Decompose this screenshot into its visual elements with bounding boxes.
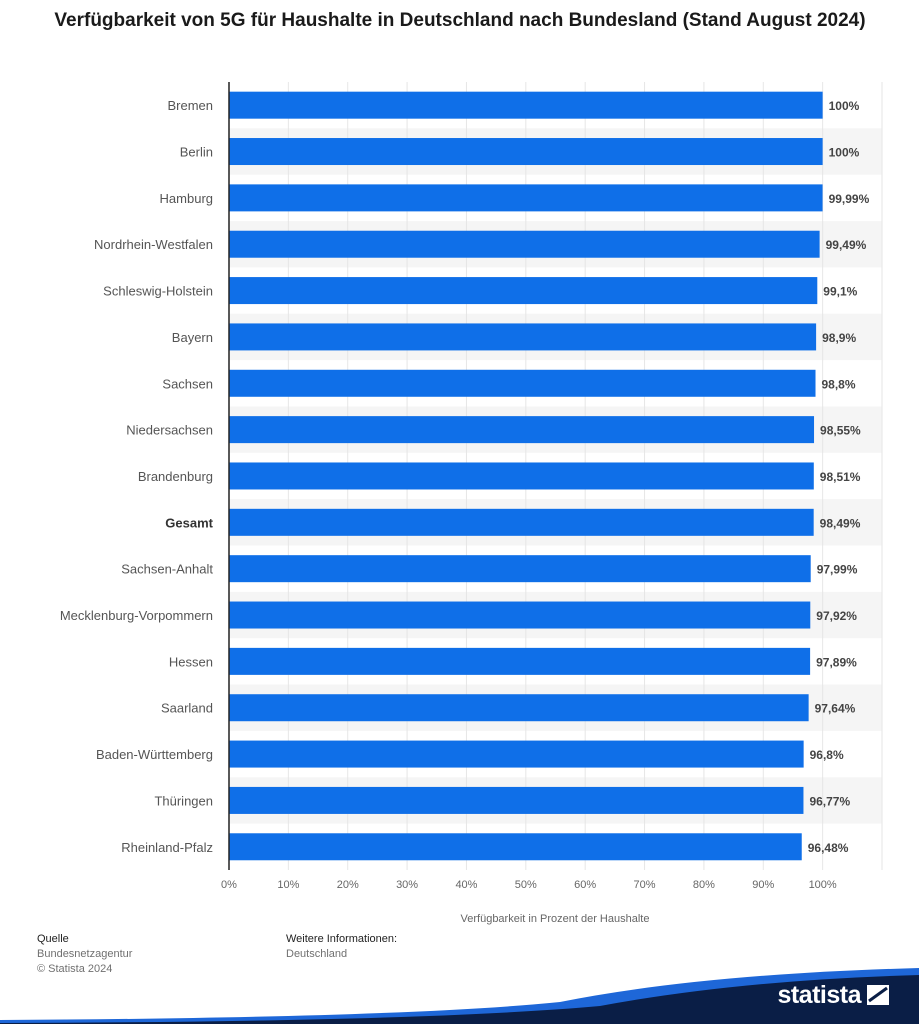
value-label: 98,55% (820, 424, 861, 438)
info-block: Weitere Informationen: Deutschland (286, 932, 397, 962)
copyright-text: © Statista 2024 (37, 963, 113, 975)
chart-title: Verfügbarkeit von 5G für Haushalte in De… (54, 10, 866, 31)
source-heading: Quelle (37, 933, 69, 945)
brand-banner (0, 968, 919, 1024)
bar (229, 555, 811, 583)
statista-logo-icon[interactable] (867, 985, 889, 1005)
bar (229, 369, 816, 397)
source-text: Bundesnetzagentur (37, 948, 133, 960)
value-label: 99,49% (826, 238, 867, 252)
category-label: Nordrhein-Westfalen (94, 237, 213, 252)
x-axis-title: Verfügbarkeit in Prozent der Haushalte (461, 913, 650, 925)
bar (229, 91, 823, 119)
bar (229, 647, 811, 675)
x-tick-label: 60% (574, 879, 596, 891)
category-label: Baden-Württemberg (96, 747, 213, 762)
x-tick-label: 90% (752, 879, 774, 891)
value-label: 96,48% (808, 841, 849, 855)
source-block: Quelle Bundesnetzagentur © Statista 2024 (37, 932, 132, 977)
bar (229, 462, 814, 490)
bar (229, 138, 823, 166)
bar (229, 277, 818, 305)
bar (229, 230, 820, 258)
x-tick-label: 30% (396, 879, 418, 891)
category-label: Bayern (172, 330, 213, 345)
x-tick-label: 80% (693, 879, 715, 891)
bar (229, 416, 815, 444)
value-label: 100% (829, 146, 860, 160)
category-label: Gesamt (165, 515, 213, 530)
value-label: 100% (829, 99, 860, 113)
x-tick-label: 10% (277, 879, 299, 891)
value-label: 97,92% (816, 609, 857, 623)
value-label: 99,99% (829, 192, 870, 206)
x-tick-label: 50% (515, 879, 537, 891)
category-label: Rheinland-Pfalz (121, 840, 213, 855)
x-tick-label: 100% (809, 879, 837, 891)
category-label: Bremen (167, 98, 213, 113)
bar (229, 601, 811, 629)
value-label: 97,64% (815, 702, 856, 716)
category-label: Niedersachsen (126, 423, 213, 438)
category-label: Sachsen (162, 376, 213, 391)
category-label: Brandenburg (138, 469, 213, 484)
value-label: 98,9% (822, 331, 856, 345)
category-label: Mecklenburg-Vorpommern (60, 608, 213, 623)
brand-logo-text[interactable]: statista (777, 981, 861, 1009)
category-label: Hamburg (160, 191, 213, 206)
category-label: Saarland (161, 701, 213, 716)
x-tick-label: 70% (634, 879, 656, 891)
x-tick-label: 20% (337, 879, 359, 891)
x-tick-label: 40% (455, 879, 477, 891)
value-label: 98,8% (822, 377, 856, 391)
value-label: 97,99% (817, 563, 858, 577)
info-heading: Weitere Informationen: (286, 933, 398, 945)
bar (229, 323, 817, 351)
bar (229, 786, 804, 814)
value-label: 97,89% (816, 655, 857, 669)
bar (229, 694, 809, 722)
category-label: Schleswig-Holstein (103, 284, 213, 299)
bar (229, 740, 804, 768)
value-label: 98,51% (820, 470, 861, 484)
category-label: Thüringen (154, 793, 213, 808)
bar (229, 184, 823, 212)
value-label: 96,77% (809, 794, 850, 808)
info-text: Deutschland (286, 948, 348, 960)
bar (229, 508, 814, 536)
category-label: Hessen (169, 654, 213, 669)
bar-chart: Bremen 100% Berlin 100% Hamburg 99,99% Nordrhe… (60, 82, 883, 925)
category-label: Sachsen-Anhalt (121, 562, 213, 577)
value-label: 99,1% (823, 285, 857, 299)
value-label: 98,49% (820, 516, 861, 530)
x-tick-label: 0% (221, 879, 237, 891)
category-label: Berlin (180, 145, 213, 160)
value-label: 96,8% (810, 748, 844, 762)
bar (229, 833, 802, 861)
